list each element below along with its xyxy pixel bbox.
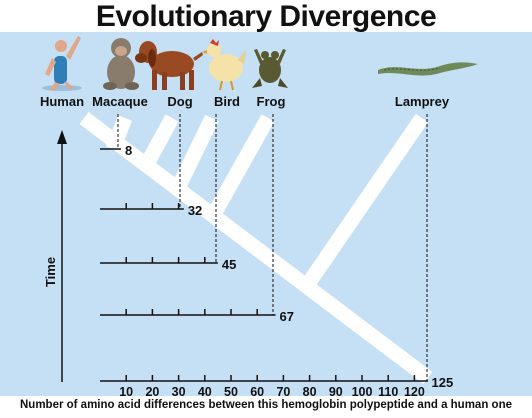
diagram-panel xyxy=(0,32,532,396)
species-label-dog: Dog xyxy=(167,94,192,109)
species-label-lamprey: Lamprey xyxy=(395,94,450,109)
page-title: Evolutionary Divergence xyxy=(95,0,437,33)
ruler-frog: 67 xyxy=(100,114,294,324)
axis-tick-label: 120 xyxy=(404,385,425,399)
axis-tick-label: 20 xyxy=(145,385,159,399)
axis-tick-label: 30 xyxy=(172,385,186,399)
species-label-bird: Bird xyxy=(214,94,240,109)
axis-caption: Number of amino acid differences between… xyxy=(19,399,512,411)
difference-value-bird: 45 xyxy=(222,257,236,272)
species-label-macaque: Macaque xyxy=(92,94,148,109)
ruler-dog: 32 xyxy=(100,114,202,218)
branch-lamprey xyxy=(301,113,429,289)
difference-value-dog: 32 xyxy=(188,203,202,218)
branch-main xyxy=(79,112,433,384)
branch-bird xyxy=(171,114,219,192)
axis-tick-label: 80 xyxy=(303,385,317,399)
axis-tick-label: 110 xyxy=(378,385,398,399)
difference-rulers: 8 32 45 67 125 xyxy=(100,114,453,390)
branch-macaque xyxy=(106,115,132,152)
lamprey-icon xyxy=(378,62,478,76)
difference-axis: 10 20 30 40 50 60 70 80 90 100 110 120 xyxy=(100,375,428,399)
time-arrow xyxy=(57,130,67,382)
axis-tick-label: 100 xyxy=(352,385,373,399)
species-icons xyxy=(42,36,478,91)
macaque-icon xyxy=(103,38,139,90)
ruler-macaque: 8 xyxy=(100,114,132,158)
axis-tick-label: 10 xyxy=(119,385,133,399)
difference-value-lamprey: 125 xyxy=(432,375,454,390)
axis-tick-label: 40 xyxy=(198,385,212,399)
tree-branches xyxy=(79,112,433,384)
ruler-lamprey: 125 xyxy=(426,114,454,390)
time-axis-label: Time xyxy=(43,257,58,287)
branch-frog xyxy=(207,114,275,218)
axis-tick-label: 70 xyxy=(276,385,290,399)
axis-tick-label: 90 xyxy=(329,385,343,399)
branch-dog xyxy=(140,114,179,168)
ruler-bird: 45 xyxy=(100,114,236,272)
human-icon xyxy=(42,36,82,91)
axis-tick-label: 60 xyxy=(250,385,264,399)
axis-tick-label: 50 xyxy=(224,385,238,399)
species-label-frog: Frog xyxy=(257,94,286,109)
bird-icon xyxy=(202,39,246,91)
species-label-human: Human xyxy=(40,94,84,109)
difference-value-macaque: 8 xyxy=(125,143,132,158)
difference-value-frog: 67 xyxy=(280,309,294,324)
dog-icon xyxy=(135,41,203,90)
frog-icon xyxy=(252,49,288,88)
species-labels: Human Macaque Dog Bird Frog Lamprey xyxy=(40,94,450,109)
